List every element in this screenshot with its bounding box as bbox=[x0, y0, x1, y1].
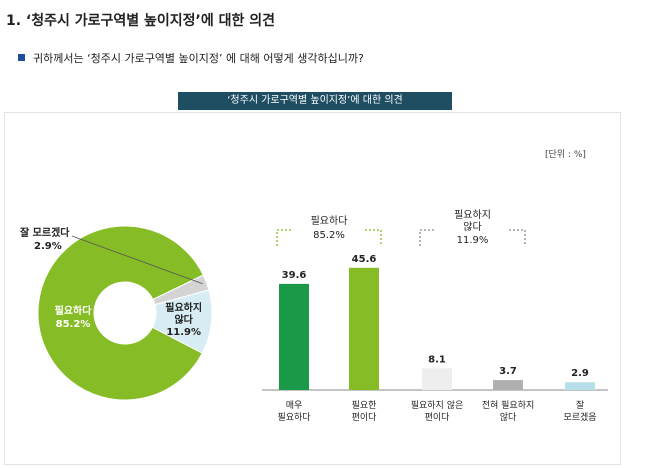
bar bbox=[493, 380, 523, 390]
group-label: 않다 bbox=[463, 221, 481, 233]
bar-value-label: 39.6 bbox=[282, 270, 307, 281]
x-tick-label: 필요한 bbox=[352, 399, 377, 411]
chart-banner: ‘청주시 가로구역별 높이지정’에 대한 의견 bbox=[178, 92, 452, 110]
unit-label: [단위 : %] bbox=[545, 150, 586, 160]
donut-value: 85.2% bbox=[56, 319, 91, 330]
group-bracket bbox=[365, 229, 382, 246]
bar-value-label: 2.9 bbox=[571, 368, 589, 379]
bar-value-label: 8.1 bbox=[428, 354, 446, 365]
x-tick-label: 전혀 필요하지 bbox=[482, 399, 535, 411]
bar-value-label: 3.7 bbox=[499, 366, 517, 377]
x-tick-label: 매우 bbox=[286, 400, 303, 411]
x-tick-label: 편이다 bbox=[425, 411, 451, 423]
group-value: 85.2% bbox=[313, 230, 345, 241]
group-value: 11.9% bbox=[457, 235, 489, 246]
x-tick-label: 않다 bbox=[500, 412, 517, 423]
bar bbox=[422, 368, 452, 390]
group-label: 필요하지 bbox=[454, 208, 491, 221]
donut-label: 않다 bbox=[174, 313, 193, 326]
x-tick-label: 필요하다 bbox=[277, 411, 311, 423]
bar-value-label: 45.6 bbox=[352, 254, 377, 265]
group-label: 필요하다 bbox=[311, 214, 348, 227]
x-tick-label: 편이다 bbox=[352, 411, 378, 423]
donut-label: 잘 모르겠다 bbox=[20, 226, 70, 239]
group-bracket bbox=[276, 229, 293, 246]
bar bbox=[349, 267, 379, 390]
page-title: 1. ‘청주시 가로구역별 높이지정’에 대한 의견 bbox=[6, 13, 276, 29]
question-text: 귀하께서는 ‘청주시 가로구역별 높이지정’ 에 대해 어떻게 생각하십니까? bbox=[33, 52, 364, 65]
bar bbox=[565, 382, 595, 390]
donut-slice bbox=[151, 289, 213, 354]
group-bracket bbox=[509, 229, 526, 246]
group-bracket bbox=[419, 229, 436, 246]
x-tick-label: 잘 bbox=[576, 399, 584, 411]
donut-slice bbox=[37, 225, 204, 401]
x-tick-label: 필요하지 않은 bbox=[411, 399, 464, 411]
donut-label: 필요하다 bbox=[55, 304, 93, 317]
donut-label: 필요하지 bbox=[165, 301, 202, 314]
x-tick-label: 모르겠음 bbox=[563, 412, 596, 423]
square-bullet-icon bbox=[18, 54, 25, 61]
bar bbox=[279, 283, 309, 390]
survey-question: 귀하께서는 ‘청주시 가로구역별 높이지정’ 에 대해 어떻게 생각하십니까? bbox=[18, 50, 364, 66]
donut-leader-line bbox=[71, 235, 203, 285]
chart-panel bbox=[4, 112, 621, 465]
donut-value: 11.9% bbox=[166, 327, 201, 338]
donut-value: 2.9% bbox=[34, 241, 62, 252]
